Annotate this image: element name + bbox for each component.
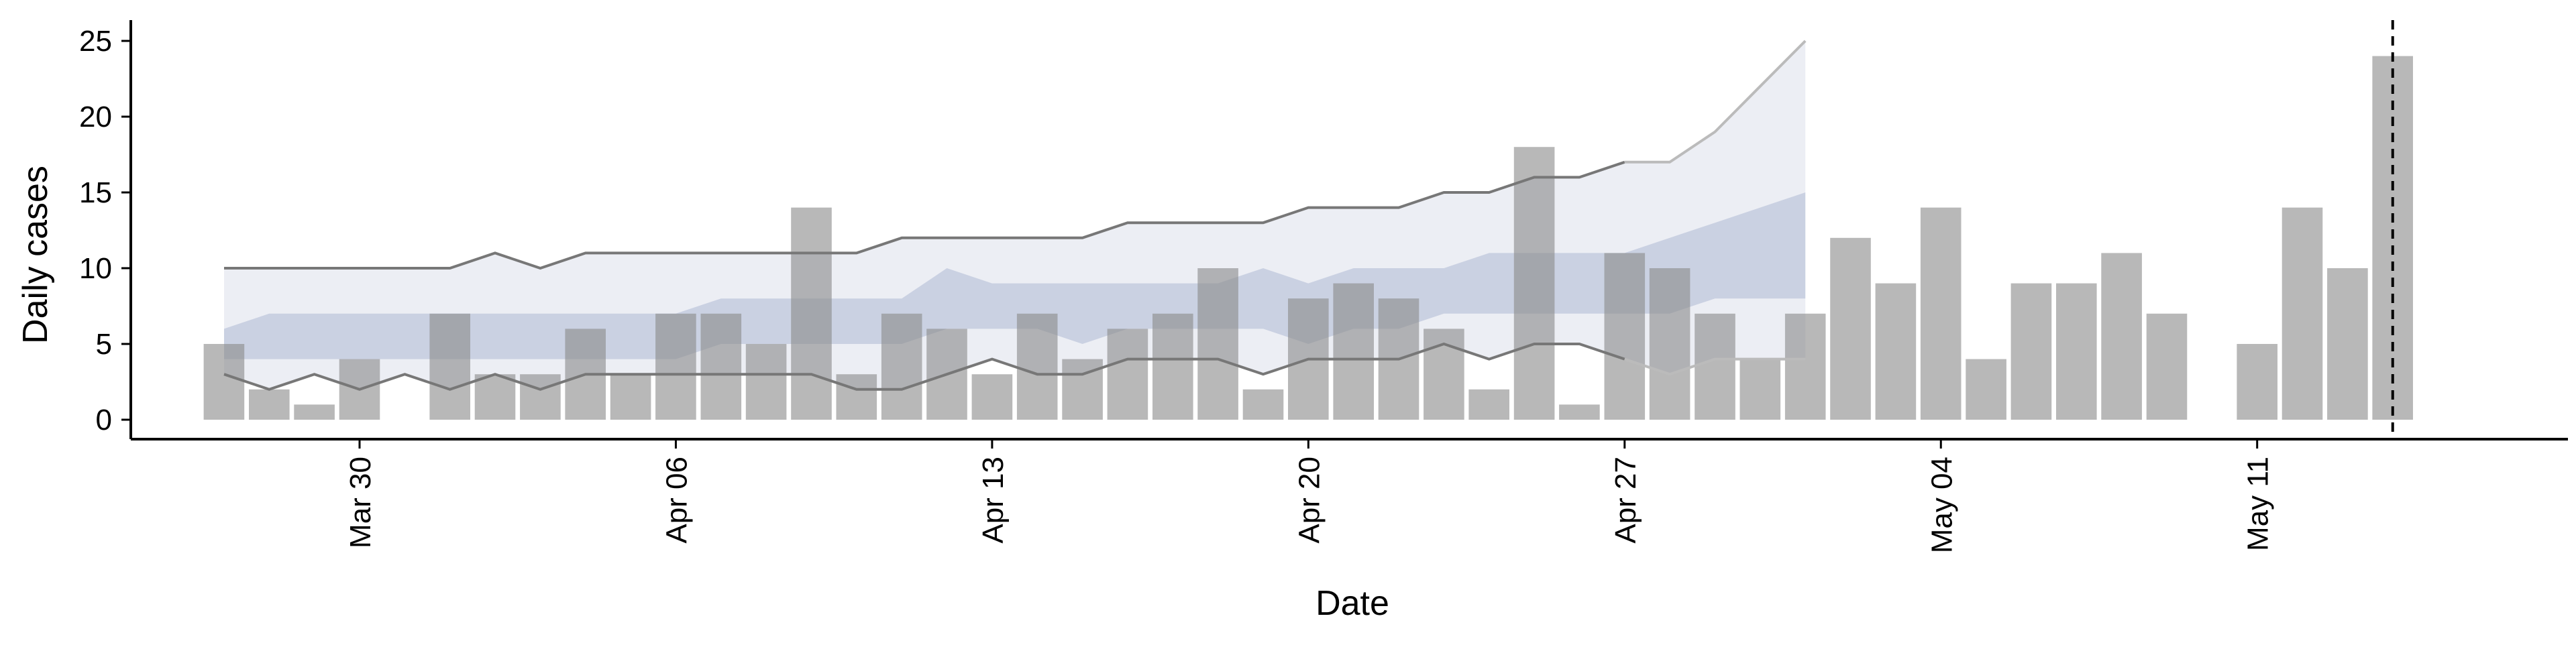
- bar: [971, 374, 1013, 420]
- bar: [1875, 283, 1917, 420]
- bar: [429, 313, 470, 420]
- x-tick-label: Mar 30: [344, 457, 377, 548]
- bar: [2282, 207, 2323, 420]
- x-tick-label: Apr 27: [1609, 457, 1642, 544]
- bar: [249, 389, 290, 420]
- lower-bound-line: [223, 342, 1625, 391]
- y-axis-label: Daily cases: [16, 166, 55, 344]
- bar: [2327, 268, 2368, 420]
- bar: [2101, 253, 2142, 420]
- bar: [1695, 313, 1735, 420]
- bar: [1649, 268, 1690, 420]
- bar: [610, 374, 651, 420]
- x-tick-label: Apr 13: [977, 457, 1010, 544]
- bar: [294, 404, 335, 420]
- bar: [520, 374, 561, 420]
- x-tick-label: May 11: [2242, 457, 2275, 551]
- y-tick-label: 20: [79, 101, 112, 133]
- bar: [1604, 253, 1646, 420]
- axes: 0 5 10 15 20 25 Mar 30 Apr 06 Apr 13 Apr 20 Apr 27…: [79, 20, 2568, 553]
- bar: [1920, 207, 1962, 420]
- y-tick-label: 15: [79, 176, 112, 209]
- bar: [700, 313, 742, 420]
- x-tick-label: May 04: [1925, 457, 1958, 553]
- bar: [1152, 313, 1193, 420]
- bar: [1784, 313, 1826, 420]
- bar: [1830, 237, 1871, 420]
- y-tick-label: 25: [79, 25, 112, 58]
- bar: [1242, 389, 1284, 420]
- bar: [836, 374, 877, 420]
- bar: [1424, 329, 1464, 420]
- bar: [2237, 344, 2277, 420]
- bar: [1333, 283, 1374, 420]
- bar: [1513, 147, 1555, 420]
- y-tick-label: 5: [96, 328, 112, 361]
- axis-labels: Date Daily cases: [16, 166, 1389, 623]
- bar: [881, 313, 922, 420]
- x-axis-label: Date: [1316, 584, 1389, 623]
- bar: [203, 344, 245, 420]
- bar: [1739, 359, 1781, 420]
- bar: [745, 344, 787, 420]
- bar: [655, 313, 696, 420]
- x-tick-label: Apr 06: [660, 457, 693, 544]
- forecast-bound-lines: [223, 40, 1807, 391]
- bar: [2056, 283, 2097, 420]
- bar: [2146, 313, 2188, 420]
- lower-bound-line-faded: [1624, 357, 1806, 376]
- x-tick-label: Apr 20: [1293, 457, 1326, 544]
- upper-bound-line-faded: [1624, 40, 1807, 164]
- upper-bound-line: [224, 160, 1625, 270]
- bar: [1966, 359, 2006, 420]
- bar: [1197, 268, 1238, 420]
- bar: [1468, 389, 1509, 420]
- bar: [2010, 283, 2052, 420]
- bar: [1016, 313, 1058, 420]
- bar: [474, 374, 516, 420]
- bar: [1559, 404, 1600, 420]
- bar: [1107, 329, 1148, 420]
- y-tick-label: 0: [96, 404, 112, 436]
- bar: [791, 207, 832, 420]
- y-tick-label: 10: [79, 252, 112, 285]
